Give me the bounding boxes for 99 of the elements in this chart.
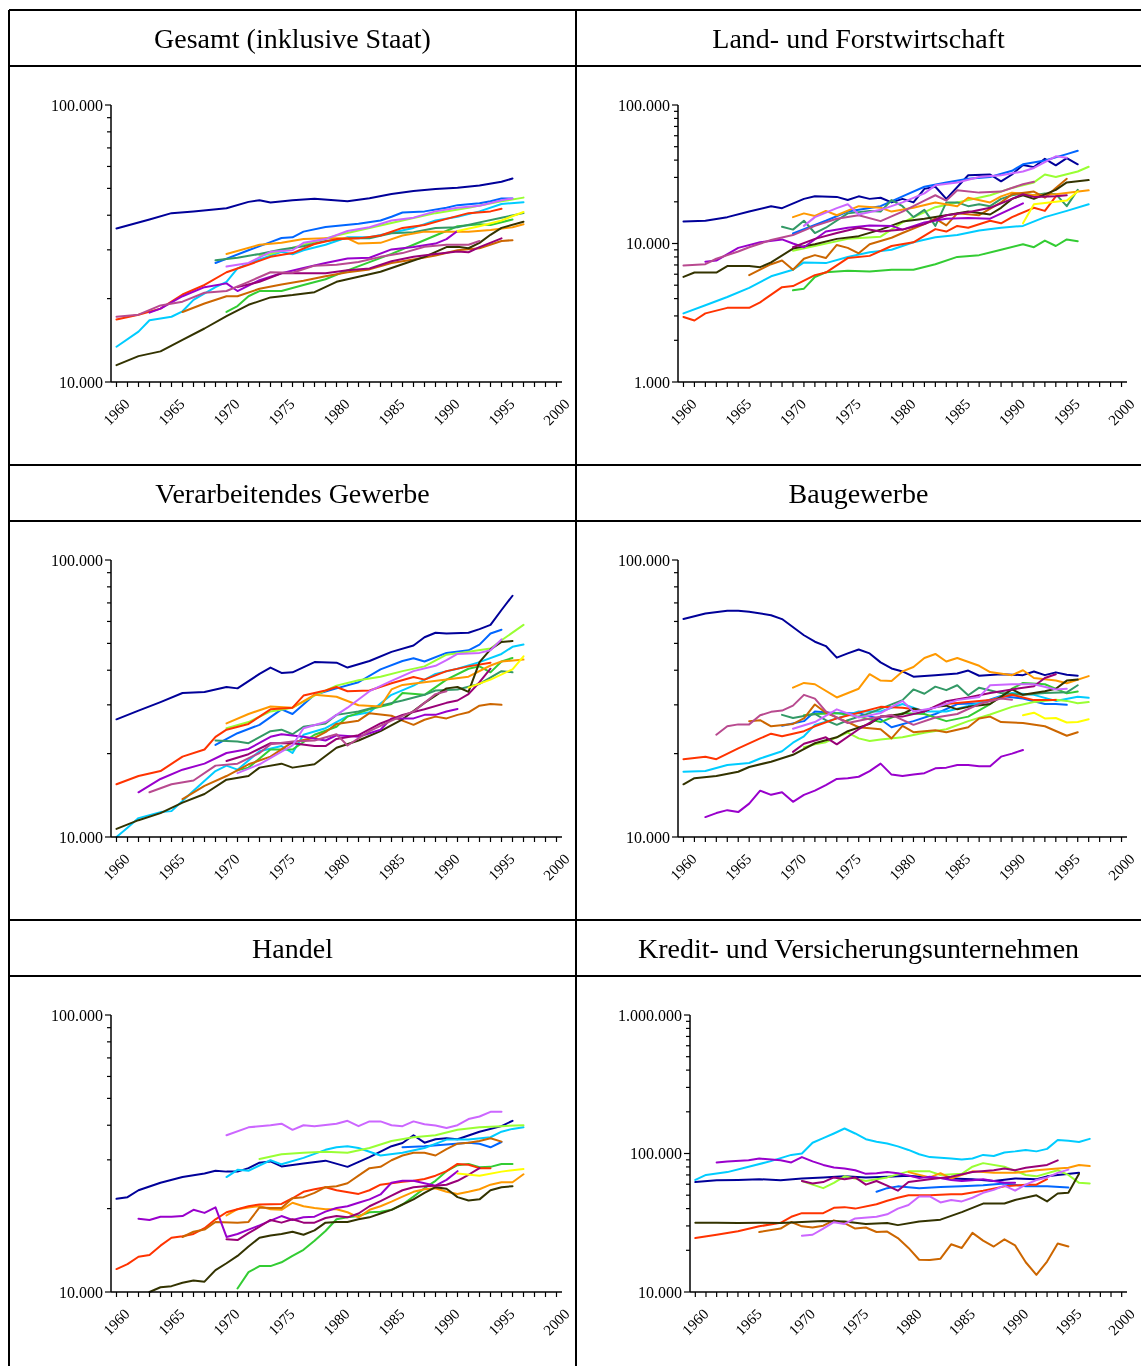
line-series (791, 673, 1057, 753)
line-series (181, 703, 503, 801)
line-series (1021, 711, 1090, 724)
line-series (225, 223, 525, 255)
chart-title: Handel (252, 932, 334, 964)
line-series (236, 1162, 514, 1290)
line-series (258, 1124, 525, 1161)
line-series (682, 609, 1079, 678)
line-series (791, 149, 1079, 235)
line-series (456, 1168, 525, 1177)
line-series (682, 692, 1090, 773)
line-series (115, 1119, 514, 1200)
line-series (115, 594, 514, 721)
line-series (758, 1219, 1070, 1276)
line-series (748, 177, 1068, 277)
line-series (225, 658, 525, 725)
line-series (781, 188, 1079, 235)
line-series (115, 177, 514, 230)
line-series (715, 693, 1014, 736)
line-series (748, 703, 1079, 740)
line-series (225, 1167, 481, 1242)
line-series (682, 678, 1079, 786)
line-series (225, 1110, 503, 1137)
y-tick-label: 100.000 (51, 551, 103, 569)
line-series (115, 1162, 492, 1271)
line-series (115, 201, 525, 348)
chart-title: Kredit- und Versicherungsunternehmen (637, 932, 1080, 964)
line-series (682, 157, 1079, 223)
line-series (791, 238, 1079, 292)
line-series (214, 212, 525, 262)
y-tick-label: 10.000 (59, 373, 103, 391)
chart-title: Baugewerbe (788, 477, 929, 509)
line-series (791, 189, 1090, 219)
line-series (225, 1126, 525, 1179)
line-series (682, 195, 1057, 322)
line-series (456, 210, 525, 232)
y-tick-label: 100.000 (630, 1145, 682, 1162)
line-series (800, 1162, 1091, 1190)
line-series (137, 1170, 459, 1238)
line-series (781, 684, 1079, 726)
line-series (236, 638, 503, 775)
line-series (148, 229, 459, 314)
line-series (148, 1185, 514, 1293)
line-series (181, 1137, 503, 1238)
line-series (694, 1172, 1081, 1227)
line-series (1021, 190, 1079, 225)
line-series (258, 196, 525, 257)
line-series (791, 193, 1068, 249)
line-series (682, 203, 1090, 315)
y-tick-label: 100.000 (618, 551, 670, 569)
y-tick-label: 10.000 (638, 1283, 682, 1301)
y-tick-label: 1.000.000 (618, 1006, 682, 1024)
line-series (236, 237, 503, 289)
line-series (115, 220, 525, 367)
y-tick-label: 10.000 (59, 828, 103, 846)
line-series (802, 155, 1068, 227)
line-series (682, 180, 1035, 267)
line-series (225, 667, 492, 763)
line-series (802, 698, 1090, 749)
line-series (467, 655, 525, 689)
line-series (225, 623, 525, 730)
line-series (791, 165, 1090, 252)
line-series (800, 1168, 1070, 1237)
line-series (137, 707, 459, 794)
y-tick-label: 10.000 (626, 235, 670, 252)
y-tick-label: 100.000 (618, 96, 670, 114)
chart-title: Gesamt (inklusive Staat) (154, 22, 431, 54)
y-tick-label: 100.000 (51, 1006, 103, 1024)
y-tick-label: 10.000 (626, 828, 670, 846)
line-series (682, 693, 1057, 761)
chart-title: Verarbeitendes Gewerbe (155, 477, 430, 509)
line-series (907, 1163, 1091, 1180)
line-series (791, 683, 1068, 730)
line-series (800, 1159, 1059, 1192)
y-tick-label: 1.000 (634, 373, 670, 391)
line-series (875, 1182, 1070, 1193)
line-series (236, 656, 514, 772)
line-series (802, 681, 1079, 724)
line-series (781, 694, 1068, 729)
line-series (214, 670, 514, 745)
line-series (694, 1171, 1081, 1184)
line-series (115, 239, 481, 318)
line-series (715, 1156, 1017, 1184)
line-series (791, 652, 1090, 699)
line-series (704, 749, 1024, 819)
line-series (115, 661, 492, 786)
line-series (225, 218, 514, 313)
line-series (682, 179, 1090, 278)
y-tick-label: 100.000 (51, 96, 103, 114)
line-series (694, 1178, 1049, 1240)
line-series (148, 690, 448, 794)
chart-title: Land- und Forstwirtschaft (712, 22, 1005, 54)
y-tick-label: 10.000 (59, 1283, 103, 1301)
line-series (704, 202, 1024, 263)
line-series (214, 628, 503, 746)
line-series (225, 1173, 525, 1219)
line-series (181, 239, 514, 313)
line-series (115, 207, 503, 321)
line-series (694, 1127, 1091, 1181)
